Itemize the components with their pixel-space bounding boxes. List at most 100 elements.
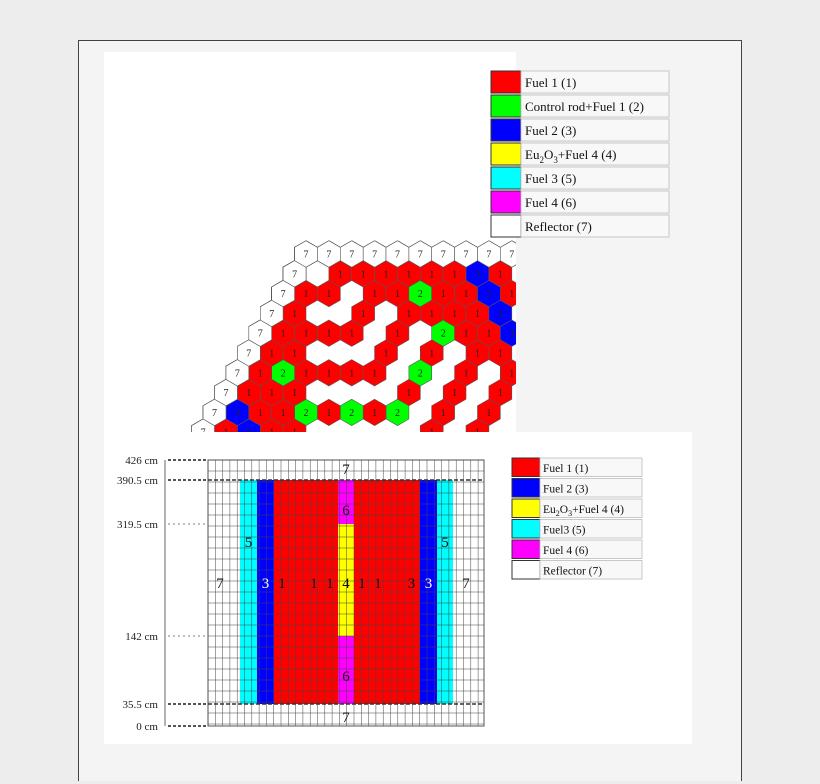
height-tick: 319.5 cm <box>117 519 208 531</box>
lower-fuel4-label: 6 <box>342 669 350 685</box>
column-label: 1 <box>358 576 366 592</box>
hex-cell-label: 7 <box>464 250 469 261</box>
hex-cell-label: 7 <box>281 289 286 300</box>
height-tick: 35.5 cm <box>123 699 208 711</box>
hex-cell-label: 1 <box>429 309 434 320</box>
height-tick: 390.5 cm <box>117 475 208 487</box>
hex-cell-label: 7 <box>349 250 354 261</box>
legend-label: Eu2O3+Fuel 4 (4) <box>543 504 624 518</box>
hex-cell-label: 3 <box>509 329 514 340</box>
hex-cell-label: 1 <box>384 269 389 280</box>
svg-text:35.5 cm: 35.5 cm <box>123 699 159 711</box>
legend-label: Eu2O3+Fuel 4 (4) <box>525 147 616 165</box>
hex-cell-label: 1 <box>338 269 343 280</box>
legend-label: Control rod+Fuel 1 (2) <box>525 99 644 114</box>
hex-cell-label: 1 <box>441 408 446 419</box>
hex-cell-label: 1 <box>258 368 263 379</box>
hex-cell-label: 1 <box>246 388 251 399</box>
column-label: 3 <box>425 576 433 592</box>
radial-legend: Fuel 1 (1) Control rod+Fuel 1 (2) Fuel 2 (… <box>490 70 672 247</box>
column-label: 1 <box>310 576 318 592</box>
hex-cell-label: 1 <box>304 289 309 300</box>
hex-cell-label: 1 <box>498 388 503 399</box>
hex-cell-label: 1 <box>361 309 366 320</box>
hex-cell-label: 2 <box>418 289 423 300</box>
hex-cell-label: 7 <box>235 368 240 379</box>
hex-cell-label: 7 <box>441 250 446 261</box>
hex-cell: 2 <box>340 398 364 426</box>
hex-cell-label: 7 <box>395 250 400 261</box>
hex-cell-label: 1 <box>326 329 331 340</box>
hex-cell-label: 1 <box>509 289 514 300</box>
hex-cell-label: 1 <box>281 329 286 340</box>
hex-cell-label: 1 <box>372 289 377 300</box>
legend-label: Fuel 2 (3) <box>525 123 576 138</box>
hex-cell-label: 7 <box>246 349 251 360</box>
hex-cell-label: 1 <box>304 329 309 340</box>
hex-cell-label: 1 <box>452 388 457 399</box>
hex-cell-label: 1 <box>372 408 377 419</box>
svg-text:426 cm: 426 cm <box>125 455 158 467</box>
hex-cell-label: 1 <box>406 269 411 280</box>
hex-cell-label: 1 <box>464 368 469 379</box>
hex-cell-label: 1 <box>269 349 274 360</box>
hex-cell-label: 1 <box>429 349 434 360</box>
hex-cell-label: 1 <box>498 269 503 280</box>
hex-cell-label: 1 <box>486 329 491 340</box>
legend-label: Fuel 4 (6) <box>525 195 576 210</box>
hex-cell-label: 1 <box>326 408 331 419</box>
legend-label: Fuel 1 (1) <box>543 463 589 475</box>
svg-text:0 cm: 0 cm <box>136 721 158 733</box>
eu2o3-zone-label: 4 <box>342 576 350 592</box>
hex-cell-label: 1 <box>429 269 434 280</box>
legend-label: Fuel 3 (5) <box>525 171 576 186</box>
legend-entry: Fuel 2 (3) <box>490 118 670 142</box>
column-label: 5 <box>245 535 253 551</box>
hex-cell-label: 7 <box>509 250 514 261</box>
hex-cell-label: 1 <box>326 289 331 300</box>
hex-cell-label: 1 <box>509 368 514 379</box>
legend-entry: Fuel 3 (5) <box>490 166 670 190</box>
hex-cell-label: 7 <box>269 309 274 320</box>
hex-cell-label: 1 <box>498 349 503 360</box>
legend-entry: Fuel 1 (1) <box>511 457 643 477</box>
legend-entry: Eu2O3+Fuel 4 (4) <box>511 498 643 518</box>
hex-cell-label: 1 <box>452 309 457 320</box>
hex-cell-label: 1 <box>326 368 331 379</box>
hex-cell-label: 3 <box>498 309 503 320</box>
hex-cell-label: 1 <box>269 388 274 399</box>
hex-cell-label: 3 <box>475 269 480 280</box>
height-tick: 0 cm <box>136 721 208 733</box>
hex-cell-label: 1 <box>349 329 354 340</box>
hex-cell-label: 1 <box>475 309 480 320</box>
hex-cell-label: 1 <box>349 368 354 379</box>
hex-cell-label: 1 <box>406 309 411 320</box>
hex-cell-label: 1 <box>452 269 457 280</box>
hex-cell-label: 1 <box>441 289 446 300</box>
hex-cell-label: 7 <box>486 250 491 261</box>
hex-cell-label: 1 <box>384 349 389 360</box>
hex-cell-label: 2 <box>395 408 400 419</box>
hex-cell-label: 1 <box>292 388 297 399</box>
svg-text:390.5 cm: 390.5 cm <box>117 475 158 487</box>
axial-layout-panel: 7 6 4 6 7 7 5 3 1 1 1 1 1 3 3 5 7 426 cm 390.5 cm 319.5 cm 1… <box>104 432 692 744</box>
height-tick: 426 cm <box>125 455 208 467</box>
hex-cell: 1 <box>317 319 341 347</box>
hex-cell-label: 1 <box>372 368 377 379</box>
legend-label: Fuel 2 (3) <box>543 484 589 496</box>
hex-cell-label: 3 <box>235 408 240 419</box>
hex-cell-label: 1 <box>475 349 480 360</box>
hex-cell-label: 1 <box>464 329 469 340</box>
column-label: 1 <box>374 576 382 592</box>
hex-cell-label: 1 <box>304 368 309 379</box>
svg-text:319.5 cm: 319.5 cm <box>117 519 158 531</box>
legend-entry: Fuel3 (5) <box>511 519 643 539</box>
legend-label: Reflector (7) <box>525 219 592 234</box>
legend-label: Reflector (7) <box>543 566 602 578</box>
svg-text:142 cm: 142 cm <box>125 631 158 643</box>
hex-cell-label: 7 <box>326 250 331 261</box>
hex-cell-label: 7 <box>418 250 423 261</box>
column-label: 1 <box>278 576 286 592</box>
reflector-bottom-label: 7 <box>342 710 350 726</box>
